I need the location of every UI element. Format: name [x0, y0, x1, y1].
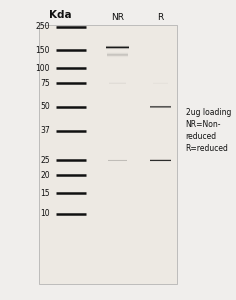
Text: 15: 15 — [40, 189, 50, 198]
Text: 50: 50 — [40, 102, 50, 111]
Text: 150: 150 — [36, 46, 50, 55]
Text: 10: 10 — [40, 209, 50, 218]
Text: 2ug loading
NR=Non-
reduced
R=reduced: 2ug loading NR=Non- reduced R=reduced — [185, 108, 231, 153]
Text: NR: NR — [111, 13, 124, 22]
Text: R: R — [157, 13, 163, 22]
Text: 100: 100 — [36, 64, 50, 73]
Text: 250: 250 — [36, 22, 50, 31]
Text: 25: 25 — [40, 156, 50, 165]
Text: 75: 75 — [40, 79, 50, 88]
Text: 37: 37 — [40, 126, 50, 135]
Bar — [39, 25, 177, 284]
Text: Kda: Kda — [49, 10, 72, 20]
Text: 20: 20 — [40, 171, 50, 180]
